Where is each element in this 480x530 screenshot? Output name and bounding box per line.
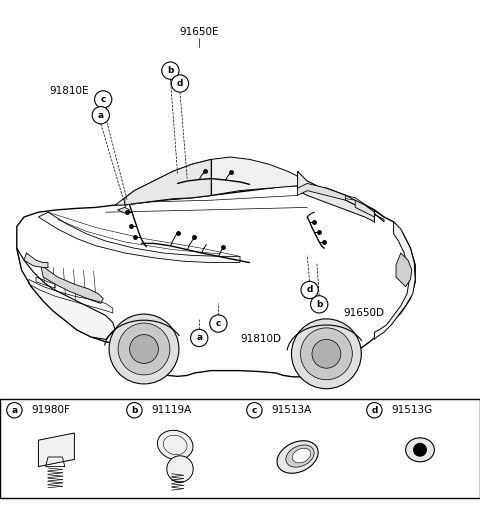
Polygon shape — [17, 186, 415, 377]
Circle shape — [191, 329, 208, 347]
Ellipse shape — [406, 438, 434, 462]
Circle shape — [414, 444, 426, 456]
Text: 91810E: 91810E — [49, 86, 89, 96]
Polygon shape — [41, 265, 103, 303]
Circle shape — [171, 75, 189, 92]
Text: b: b — [131, 405, 138, 414]
Text: c: c — [100, 95, 106, 104]
Ellipse shape — [157, 430, 193, 460]
Polygon shape — [298, 171, 374, 222]
Circle shape — [95, 91, 112, 108]
Text: 91980F: 91980F — [31, 405, 70, 415]
Text: d: d — [177, 79, 183, 88]
Polygon shape — [115, 157, 384, 222]
Text: d: d — [371, 405, 378, 414]
Polygon shape — [125, 160, 211, 205]
Ellipse shape — [167, 456, 193, 482]
Polygon shape — [24, 253, 48, 268]
Circle shape — [127, 402, 142, 418]
Circle shape — [291, 319, 361, 388]
Text: a: a — [196, 333, 202, 342]
Polygon shape — [396, 253, 412, 287]
Polygon shape — [355, 200, 374, 217]
Circle shape — [367, 402, 382, 418]
Text: 91650D: 91650D — [343, 308, 384, 318]
Polygon shape — [118, 207, 130, 213]
Polygon shape — [298, 183, 346, 200]
Circle shape — [109, 314, 179, 384]
Text: a: a — [98, 111, 104, 120]
Polygon shape — [0, 400, 480, 498]
Text: 91513A: 91513A — [271, 405, 312, 415]
Polygon shape — [38, 212, 240, 262]
Circle shape — [311, 296, 328, 313]
Circle shape — [301, 281, 318, 298]
Text: 91513G: 91513G — [391, 405, 432, 415]
Circle shape — [162, 62, 179, 80]
Text: 91810D: 91810D — [240, 334, 281, 344]
Text: b: b — [316, 300, 323, 309]
Text: 91650E: 91650E — [180, 27, 219, 37]
Text: d: d — [306, 286, 313, 295]
Circle shape — [312, 339, 341, 368]
Circle shape — [130, 334, 158, 364]
Circle shape — [92, 107, 109, 124]
Ellipse shape — [286, 445, 314, 467]
Circle shape — [210, 315, 227, 332]
Text: c: c — [216, 319, 221, 328]
Ellipse shape — [277, 441, 318, 473]
Text: a: a — [12, 405, 17, 414]
Circle shape — [118, 323, 170, 375]
Text: c: c — [252, 405, 257, 414]
Ellipse shape — [292, 448, 311, 463]
Text: 91119A: 91119A — [151, 405, 192, 415]
Circle shape — [300, 328, 352, 379]
Polygon shape — [38, 433, 74, 466]
Text: b: b — [167, 66, 174, 75]
Polygon shape — [374, 222, 415, 339]
Polygon shape — [17, 248, 115, 339]
Circle shape — [7, 402, 22, 418]
Circle shape — [247, 402, 262, 418]
